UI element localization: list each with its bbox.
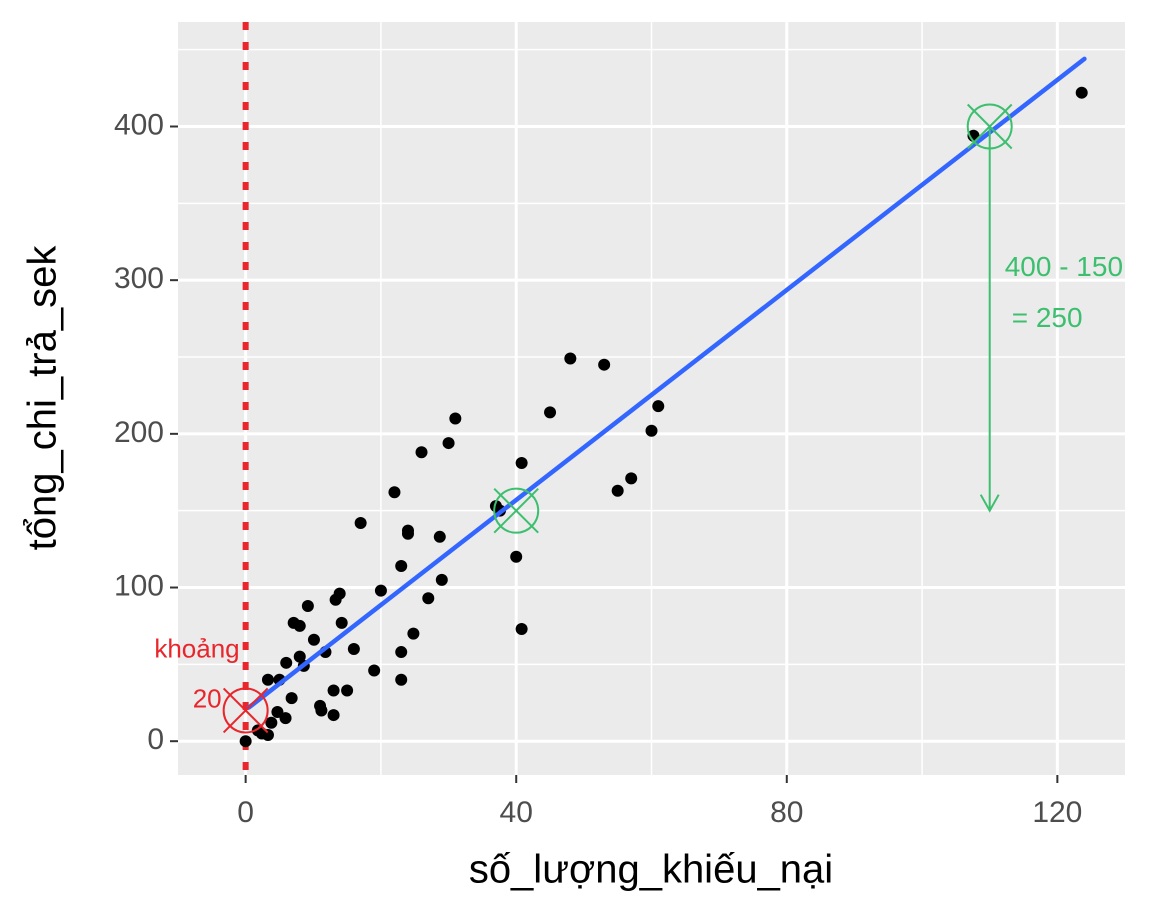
point — [388, 486, 401, 499]
y-tick-label: 200 — [114, 416, 164, 449]
arrow-head — [979, 494, 1000, 513]
x-tick-label: 0 — [237, 796, 254, 829]
point — [1075, 86, 1088, 99]
annotation: khoảng — [154, 633, 239, 663]
point — [327, 684, 340, 697]
point — [285, 692, 298, 705]
marker-part — [222, 687, 269, 734]
regression-line — [246, 56, 1087, 710]
point — [515, 623, 528, 636]
y-tick-label: 0 — [147, 723, 164, 756]
point — [449, 412, 462, 425]
y-tick-label: 300 — [114, 262, 164, 295]
marker-part — [493, 487, 539, 534]
annotation: 400 - 150 — [1005, 251, 1123, 282]
point — [435, 573, 448, 586]
point — [515, 457, 528, 470]
y-tick-label: 400 — [114, 108, 164, 141]
point — [315, 704, 328, 717]
point — [401, 527, 414, 540]
point — [395, 673, 408, 686]
point — [564, 352, 577, 365]
point — [625, 472, 638, 485]
point — [341, 684, 354, 697]
x-tick-label: 120 — [1032, 796, 1082, 829]
point — [265, 716, 278, 729]
y-axis-title: tổng_chi_trả_sek — [21, 245, 65, 551]
point — [280, 656, 293, 669]
point — [335, 616, 348, 629]
x-tick-label: 80 — [770, 796, 803, 829]
point — [374, 584, 387, 597]
point — [433, 530, 446, 543]
point — [301, 599, 314, 612]
point — [442, 437, 455, 450]
point — [327, 709, 340, 722]
marker-part — [493, 487, 540, 534]
point — [415, 446, 428, 459]
x-axis-title: số_lượng_khiếu_nại — [469, 848, 833, 892]
highlight-marker — [222, 687, 269, 734]
point — [395, 646, 408, 659]
point — [652, 400, 665, 413]
point — [279, 712, 292, 725]
point — [422, 592, 435, 605]
point — [611, 484, 624, 497]
point — [598, 358, 611, 371]
point — [307, 633, 320, 646]
y-tick-label: 100 — [114, 569, 164, 602]
highlight-marker — [493, 487, 540, 534]
point — [239, 735, 252, 748]
x-tick-label: 40 — [500, 796, 533, 829]
point — [333, 587, 346, 600]
annotation: 20 — [193, 683, 222, 713]
point — [645, 424, 658, 437]
marker-part — [222, 687, 269, 734]
point — [368, 664, 381, 677]
point — [261, 729, 274, 742]
point — [544, 406, 557, 419]
point — [510, 550, 523, 563]
point — [271, 705, 284, 718]
point — [261, 673, 274, 686]
point — [293, 619, 306, 632]
point — [293, 650, 306, 663]
annotation: = 250 — [1012, 302, 1083, 333]
point — [407, 627, 420, 640]
point — [347, 642, 360, 655]
point — [395, 560, 408, 573]
point — [354, 516, 367, 529]
